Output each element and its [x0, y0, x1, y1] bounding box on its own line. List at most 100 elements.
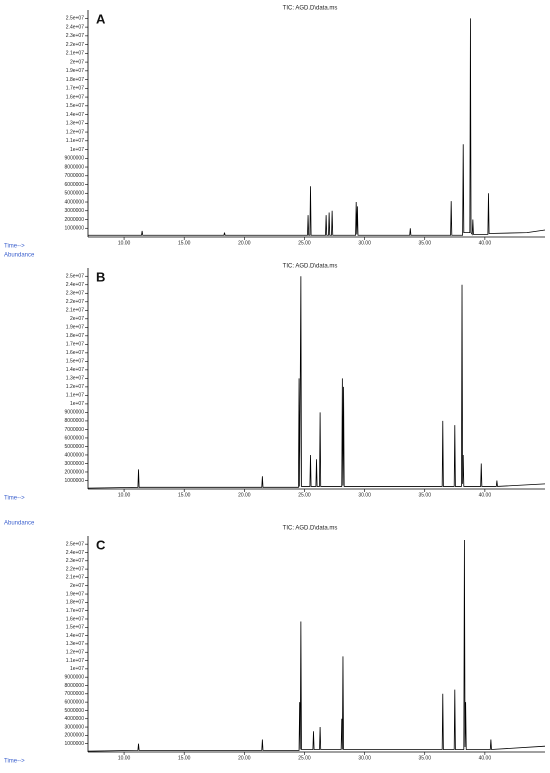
y-tick-label: 2e+07	[70, 583, 84, 589]
x-tick-label: 10.00	[118, 240, 131, 246]
y-tick-label: 1.7e+07	[66, 86, 84, 92]
y-tick-label: 1000000	[65, 741, 85, 747]
x-tick-label: 20.00	[238, 240, 251, 246]
x-tick-label: 20.00	[238, 755, 251, 761]
x-tick-label: 25.00	[298, 755, 311, 761]
x-tick-label: 35.00	[418, 492, 431, 498]
y-tick-label: 2.1e+07	[66, 308, 84, 314]
y-tick-label: 2000000	[65, 733, 85, 739]
y-tick-label: 9000000	[65, 156, 85, 162]
y-tick-label: 2e+07	[70, 316, 84, 322]
y-tick-label: 6000000	[65, 435, 85, 441]
y-tick-label: 4000000	[65, 452, 85, 458]
chromatogram-line	[87, 276, 546, 489]
y-tick-label: 2.3e+07	[66, 33, 84, 39]
y-tick-label: 3000000	[65, 208, 85, 214]
y-tick-label: 1.9e+07	[66, 68, 84, 74]
y-tick-label: 5000000	[65, 708, 85, 714]
y-tick-label: 2.1e+07	[66, 51, 84, 57]
x-tick-label: 25.00	[298, 240, 311, 246]
y-tick-label: 1.6e+07	[66, 616, 84, 622]
panel-label: C	[96, 537, 106, 552]
chart-title: TIC: AGD.D\data.ms	[283, 264, 338, 270]
y-tick-label: 2.4e+07	[66, 550, 84, 556]
y-tick-label: 9000000	[65, 410, 85, 416]
panel-label: B	[96, 269, 105, 284]
y-tick-label: 1.6e+07	[66, 350, 84, 356]
x-axis-label: Time-->	[4, 759, 25, 765]
x-tick-label: 30.00	[358, 492, 371, 498]
x-tick-label: 25.00	[298, 492, 311, 498]
panel-label: A	[96, 11, 106, 26]
x-tick-label: 30.00	[358, 240, 371, 246]
y-tick-label: 4000000	[65, 199, 85, 205]
y-tick-label: 7000000	[65, 691, 85, 697]
chromatogram-line	[87, 539, 546, 752]
y-tick-label: 2.2e+07	[66, 566, 84, 572]
y-tick-label: 7000000	[65, 173, 85, 179]
x-tick-label: 20.00	[238, 492, 251, 498]
y-tick-label: 1.4e+07	[66, 633, 84, 639]
y-tick-label: 1.5e+07	[66, 103, 84, 109]
y-tick-label: 1.8e+07	[66, 600, 84, 606]
y-tick-label: 2e+07	[70, 59, 84, 65]
y-tick-label: 5000000	[65, 444, 85, 450]
x-tick-label: 15.00	[178, 492, 191, 498]
x-tick-label: 35.00	[418, 240, 431, 246]
y-tick-label: 2.5e+07	[66, 541, 84, 547]
x-tick-label: 40.00	[479, 492, 492, 498]
y-tick-label: 1.3e+07	[66, 376, 84, 382]
x-tick-label: 40.00	[479, 240, 492, 246]
y-tick-label: 1.3e+07	[66, 641, 84, 647]
y-tick-label: 1.1e+07	[66, 138, 84, 144]
x-tick-label: 10.00	[118, 755, 131, 761]
y-tick-label: 1.1e+07	[66, 393, 84, 399]
y-tick-label: 2.4e+07	[66, 24, 84, 30]
y-axis-label: Abundance	[4, 521, 35, 527]
y-tick-label: 1.4e+07	[66, 112, 84, 118]
y-tick-label: 8000000	[65, 683, 85, 689]
x-tick-label: 15.00	[178, 755, 191, 761]
chart-title: TIC: AGD.D\data.ms	[283, 6, 338, 12]
y-tick-label: 1.5e+07	[66, 625, 84, 631]
y-tick-label: 7000000	[65, 427, 85, 433]
y-tick-label: 2.3e+07	[66, 291, 84, 297]
y-tick-label: 1.9e+07	[66, 591, 84, 597]
chromatogram-line	[88, 18, 546, 236]
x-tick-label: 10.00	[118, 492, 131, 498]
x-axis-label: Time-->	[4, 244, 25, 250]
x-tick-label: 35.00	[418, 755, 431, 761]
y-tick-label: 1e+07	[70, 666, 84, 672]
y-tick-label: 2.2e+07	[66, 42, 84, 48]
y-tick-label: 2.5e+07	[66, 274, 84, 280]
y-tick-label: 9000000	[65, 675, 85, 681]
y-tick-label: 1.1e+07	[66, 658, 84, 664]
y-tick-label: 1000000	[65, 226, 85, 232]
y-tick-label: 2.4e+07	[66, 282, 84, 288]
y-tick-label: 1.3e+07	[66, 121, 84, 127]
y-tick-label: 1.7e+07	[66, 342, 84, 348]
x-tick-label: 15.00	[178, 240, 191, 246]
y-tick-label: 8000000	[65, 418, 85, 424]
y-tick-label: 1e+07	[70, 401, 84, 407]
y-axis-label: Abundance	[4, 253, 35, 259]
y-tick-label: 1.9e+07	[66, 325, 84, 331]
y-tick-label: 2.2e+07	[66, 299, 84, 305]
y-tick-label: 2.3e+07	[66, 558, 84, 564]
y-tick-label: 8000000	[65, 164, 85, 170]
y-tick-label: 5000000	[65, 191, 85, 197]
y-tick-label: 2000000	[65, 217, 85, 223]
y-tick-label: 4000000	[65, 716, 85, 722]
y-tick-label: 6000000	[65, 699, 85, 705]
y-tick-label: 1.2e+07	[66, 384, 84, 390]
y-tick-label: 1.8e+07	[66, 333, 84, 339]
x-axis-label: Time-->	[4, 496, 25, 502]
y-tick-label: 6000000	[65, 182, 85, 188]
x-tick-label: 30.00	[358, 755, 371, 761]
chart-title: TIC: AGD.D\data.ms	[283, 526, 338, 532]
y-tick-label: 1.4e+07	[66, 367, 84, 373]
y-tick-label: 2.5e+07	[66, 16, 84, 22]
y-tick-label: 1.2e+07	[66, 129, 84, 135]
y-tick-label: 2000000	[65, 469, 85, 475]
